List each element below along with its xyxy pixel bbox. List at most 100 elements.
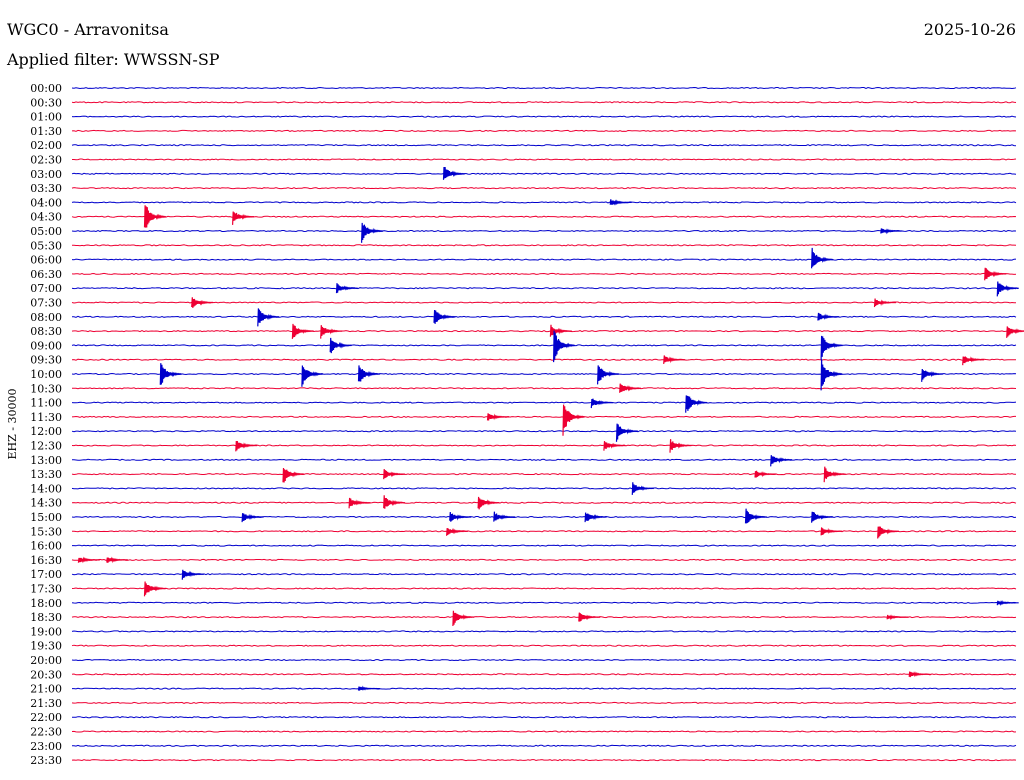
- seismic-event: [357, 685, 380, 691]
- time-tick-label: 09:30: [30, 354, 62, 367]
- seismic-event: [597, 365, 620, 385]
- time-tick-label: 01:00: [30, 111, 62, 124]
- time-tick-label: 18:30: [30, 611, 62, 624]
- time-tick-label: 23:30: [30, 754, 62, 767]
- seismic-event: [631, 482, 654, 495]
- seismic-event: [282, 467, 305, 483]
- seismic-event: [143, 581, 167, 597]
- seismic-event: [770, 455, 793, 467]
- seismic-event: [106, 556, 129, 564]
- y-axis-label: EHZ - 30000: [6, 389, 19, 460]
- trace-line: [71, 644, 1017, 647]
- seismic-event: [619, 383, 642, 393]
- time-tick-label: 04:30: [30, 211, 62, 224]
- seismic-event: [609, 199, 632, 206]
- seismic-event: [446, 527, 469, 536]
- time-tick-label: 05:30: [30, 239, 62, 252]
- time-tick-label: 12:00: [30, 425, 62, 438]
- trace-line: [71, 301, 1017, 304]
- time-tick-label: 03:00: [30, 168, 62, 181]
- trace-line: [71, 616, 1017, 619]
- seismic-event: [442, 166, 466, 180]
- time-tick-label: 12:30: [30, 440, 62, 453]
- seismic-event: [143, 205, 167, 228]
- trace-line: [71, 358, 1017, 361]
- trace-line: [72, 716, 1017, 719]
- time-tick-label: 06:30: [30, 268, 62, 281]
- time-tick-label: 03:30: [30, 182, 62, 195]
- seismic-event: [320, 325, 343, 339]
- trace-line: [71, 487, 1017, 490]
- seismic-event: [823, 466, 846, 483]
- seismic-event: [357, 365, 381, 382]
- time-tick-label: 13:30: [30, 468, 62, 481]
- time-tick-label: 15:00: [30, 511, 62, 524]
- time-tick-label: 21:30: [30, 697, 62, 710]
- seismic-event: [996, 281, 1019, 297]
- seismic-event: [754, 470, 777, 478]
- trace-line: [71, 401, 1017, 404]
- seismic-event: [291, 323, 315, 339]
- seismic-event: [886, 614, 909, 621]
- time-tick-label: 14:00: [30, 482, 62, 495]
- trace-line: [72, 458, 1017, 461]
- time-tick-label: 05:00: [30, 225, 62, 238]
- seismic-event: [257, 308, 280, 327]
- trace-line: [71, 430, 1017, 433]
- seismic-event: [383, 469, 406, 480]
- seismic-event: [477, 496, 500, 510]
- seismic-event: [361, 222, 384, 243]
- trace-line: [71, 86, 1017, 90]
- seismic-event: [383, 495, 406, 509]
- trace-line: [71, 701, 1017, 704]
- trace-line: [72, 315, 1017, 318]
- seismic-event: [880, 228, 903, 235]
- seismic-event: [685, 395, 708, 413]
- seismic-event: [962, 356, 985, 366]
- seismic-event: [584, 512, 607, 523]
- seismic-event: [615, 423, 639, 442]
- trace-line: [71, 272, 1017, 275]
- trace-line: [71, 759, 1017, 762]
- trace-line: [71, 244, 1017, 247]
- time-tick-label: 19:00: [30, 625, 62, 638]
- time-tick-label: 18:00: [30, 597, 62, 610]
- seismic-event: [159, 363, 183, 385]
- seismic-event: [820, 359, 843, 391]
- seismic-event: [301, 365, 324, 387]
- time-tick-label: 02:00: [30, 139, 62, 152]
- seismic-event: [449, 511, 472, 522]
- time-tick-label: 13:00: [30, 454, 62, 467]
- trace-line: [71, 387, 1017, 390]
- time-tick-label: 19:30: [30, 640, 62, 653]
- trace-line: [71, 201, 1017, 204]
- seismic-event: [603, 441, 626, 451]
- trace-line: [71, 372, 1017, 376]
- time-tick-label: 01:30: [30, 125, 62, 138]
- seismic-event: [877, 526, 900, 539]
- trace-line: [71, 172, 1017, 175]
- seismic-event: [232, 211, 255, 225]
- time-tick-label: 20:30: [30, 668, 62, 681]
- trace-line: [71, 287, 1017, 290]
- seismic-event: [908, 671, 931, 678]
- seismic-event: [335, 283, 359, 294]
- seismic-event: [873, 298, 897, 308]
- time-tick-label: 02:30: [30, 154, 62, 167]
- trace-line: [71, 215, 1017, 218]
- time-tick-label: 22:30: [30, 726, 62, 739]
- time-tick-label: 14:30: [30, 497, 62, 510]
- trace-line: [71, 501, 1017, 504]
- time-tick-label: 16:30: [30, 554, 62, 567]
- time-tick-label: 15:30: [30, 525, 62, 538]
- seismic-event: [921, 368, 944, 382]
- trace-line: [72, 544, 1017, 547]
- trace-line: [71, 258, 1017, 261]
- seismic-event: [820, 335, 843, 360]
- seismic-event: [77, 556, 100, 564]
- trace-line: [72, 744, 1017, 747]
- seismic-event: [820, 527, 843, 536]
- seismic-event: [433, 309, 456, 324]
